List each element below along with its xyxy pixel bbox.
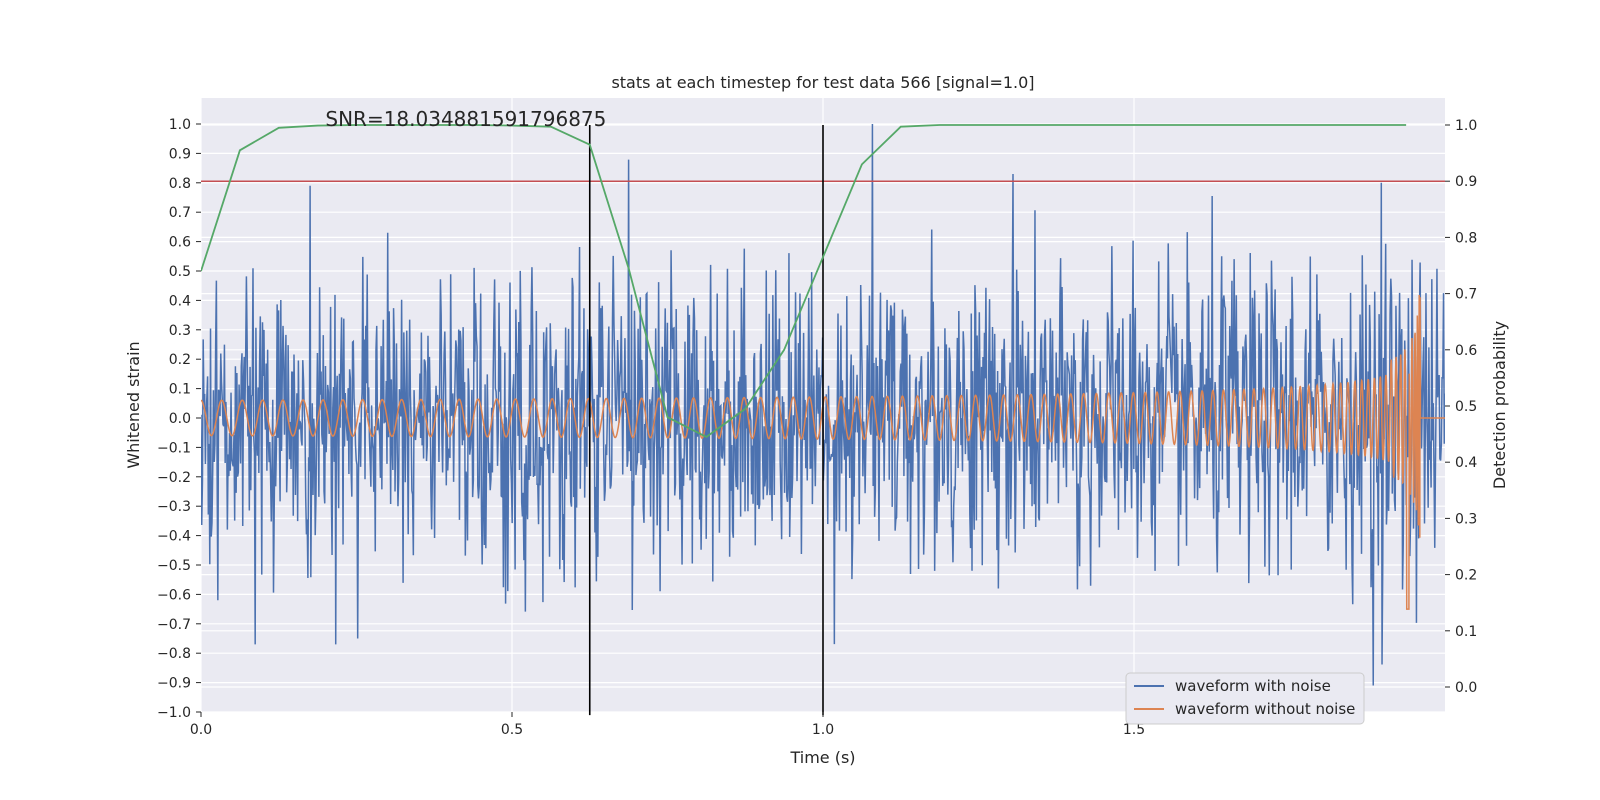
y-right-tick-label-3: 0.3 — [1455, 511, 1477, 527]
y-axis-label: Whitened strain — [124, 341, 143, 468]
y-tick-label-0: −1.0 — [157, 705, 191, 721]
y-tick-label-7: −0.3 — [157, 499, 191, 515]
vline-layer — [588, 125, 824, 716]
y-right-tick-label-0: 0.0 — [1455, 680, 1477, 696]
y-right-tick-label-5: 0.5 — [1455, 399, 1477, 415]
y-tick-label-6: −0.4 — [157, 529, 191, 545]
x-tick-label-0: 0.0 — [190, 722, 212, 738]
y-tick-label-8: −0.2 — [157, 470, 191, 486]
y-tick-label-19: 0.9 — [169, 146, 191, 162]
y-tick-label-1: −0.9 — [157, 676, 191, 692]
left-ticks: −1.0 −0.9 −0.8 −0.7 −0.6 −0.5 −0.4 −0.3 −0.2 −0.1… — [157, 117, 201, 721]
y-tick-label-5: −0.5 — [157, 558, 191, 574]
y-tick-label-15: 0.5 — [169, 264, 191, 280]
legend-box — [1125, 672, 1365, 725]
y-tick-label-18: 0.8 — [169, 176, 191, 192]
y-tick-label-16: 0.6 — [169, 235, 191, 251]
x-tick-label-2: 1.0 — [812, 722, 834, 738]
y-tick-label-4: −0.6 — [157, 587, 191, 603]
x-tick-label-3: 1.5 — [1123, 722, 1145, 738]
y-right-tick-label-1: 0.1 — [1455, 624, 1477, 640]
y-tick-label-3: −0.7 — [157, 617, 191, 633]
x-tick-label-1: 0.5 — [501, 722, 523, 738]
legend-label-noise: waveform with noise — [1175, 677, 1331, 695]
prob-layer — [201, 124, 1407, 438]
y-tick-label-12: 0.2 — [169, 352, 191, 368]
chart-title: stats at each timestep for test data 566… — [611, 73, 1034, 92]
y-right-tick-label-10: 1.0 — [1455, 118, 1477, 134]
y-tick-label-13: 0.3 — [169, 323, 191, 339]
legend: waveform with noise waveform without noi… — [1125, 672, 1365, 725]
y-tick-label-2: −0.8 — [157, 646, 191, 662]
y-right-tick-label-4: 0.4 — [1455, 455, 1477, 471]
legend-label-clean: waveform without noise — [1175, 700, 1355, 718]
y-right-tick-label-8: 0.8 — [1455, 230, 1477, 246]
y-right-tick-label-9: 0.9 — [1455, 174, 1477, 190]
y-right-tick-label-2: 0.2 — [1455, 568, 1477, 584]
line-detection-probability — [201, 124, 1407, 438]
y-axis-label-right: Detection probability — [1490, 321, 1509, 489]
y-tick-label-10: 0.0 — [169, 411, 191, 427]
y-right-tick-label-6: 0.6 — [1455, 343, 1477, 359]
x-axis-label: Time (s) — [789, 748, 855, 767]
y-tick-label-20: 1.0 — [169, 117, 191, 133]
snr-annotation: SNR=18.034881591796875 — [325, 107, 606, 131]
y-tick-label-9: −0.1 — [157, 440, 191, 456]
y-tick-label-11: 0.1 — [169, 382, 191, 398]
x-ticks: 0.0 0.5 1.0 1.5 — [190, 712, 1145, 738]
y-right-tick-label-7: 0.7 — [1455, 287, 1477, 303]
y-tick-label-14: 0.4 — [169, 293, 191, 309]
right-ticks: 0.0 0.1 0.2 0.3 0.4 0.5 0.6 0.7 0.8 0.9 1.0 — [1445, 118, 1477, 696]
y-tick-label-17: 0.7 — [169, 205, 191, 221]
